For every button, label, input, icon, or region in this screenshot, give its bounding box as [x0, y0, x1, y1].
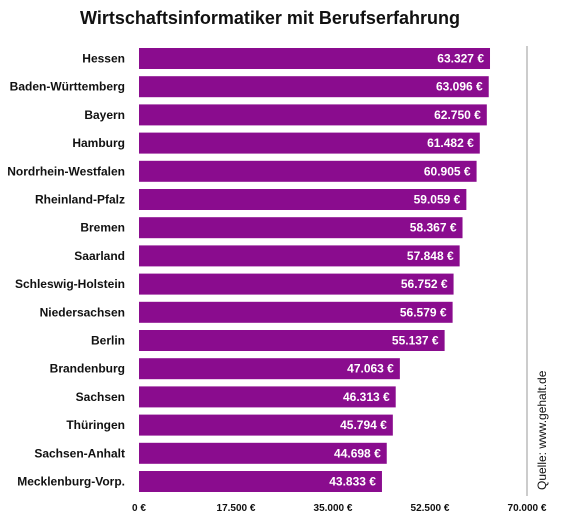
bars-group: Hessen 63.327 € Baden-Württemberg 63.096 € B… [7, 48, 491, 492]
x-tick-label: 0 € [132, 503, 146, 514]
bar [139, 414, 393, 436]
category-label: Berlin [91, 334, 125, 348]
bar [139, 104, 487, 126]
value-label: 63.327 € [437, 52, 484, 66]
category-label: Rheinland-Pfalz [35, 193, 125, 207]
x-axis-ticks: 0 € 17.500 € 35.000 € 52.500 € 70.000 € [132, 503, 547, 514]
value-label: 43.833 € [329, 475, 376, 489]
category-label: Niedersachsen [40, 305, 125, 319]
value-label: 58.367 € [410, 221, 457, 235]
bar [139, 330, 445, 351]
value-label: 61.482 € [427, 136, 474, 150]
bar [139, 471, 382, 492]
value-label: 60.905 € [424, 164, 471, 178]
category-label: Nordrhein-Westfalen [7, 164, 125, 178]
x-tick-label: 52.500 € [411, 503, 450, 514]
bar [139, 217, 463, 239]
x-tick-label: 17.500 € [217, 503, 256, 514]
value-label: 55.137 € [392, 334, 439, 348]
category-label: Hamburg [72, 136, 125, 150]
value-label: 56.752 € [401, 277, 448, 291]
category-label: Bremen [80, 221, 125, 235]
value-label: 62.750 € [434, 108, 481, 122]
category-label: Schleswig-Holstein [15, 277, 125, 291]
bar [139, 442, 387, 464]
bar [139, 273, 454, 295]
bar [139, 301, 453, 323]
category-label: Sachsen [76, 390, 125, 404]
chart-title: Wirtschaftsinformatiker mit Berufserfahr… [80, 8, 460, 28]
bar [139, 160, 477, 182]
category-label: Baden-Württemberg [10, 80, 125, 94]
source-note: Quelle: www.gehalt.de [535, 370, 549, 490]
category-label: Hessen [82, 52, 125, 66]
bar [139, 76, 489, 98]
value-label: 56.579 € [400, 305, 447, 319]
bar [139, 132, 480, 154]
category-label: Sachsen-Anhalt [34, 446, 125, 460]
bar [139, 386, 396, 408]
category-label: Brandenburg [50, 362, 125, 376]
category-label: Thüringen [66, 418, 125, 432]
category-label: Saarland [74, 249, 125, 263]
bar [139, 358, 400, 380]
value-label: 57.848 € [407, 249, 454, 263]
category-label: Bayern [84, 108, 125, 122]
category-label: Mecklenburg-Vorp. [17, 475, 125, 489]
value-label: 47.063 € [347, 362, 394, 376]
bar [139, 245, 460, 267]
value-label: 63.096 € [436, 80, 483, 94]
value-label: 44.698 € [334, 446, 381, 460]
bar [139, 189, 467, 210]
bar [139, 48, 491, 69]
x-tick-label: 35.000 € [314, 503, 353, 514]
value-label: 45.794 € [340, 418, 387, 432]
value-label: 59.059 € [414, 193, 461, 207]
value-label: 46.313 € [343, 390, 390, 404]
x-tick-label: 70.000 € [508, 503, 547, 514]
